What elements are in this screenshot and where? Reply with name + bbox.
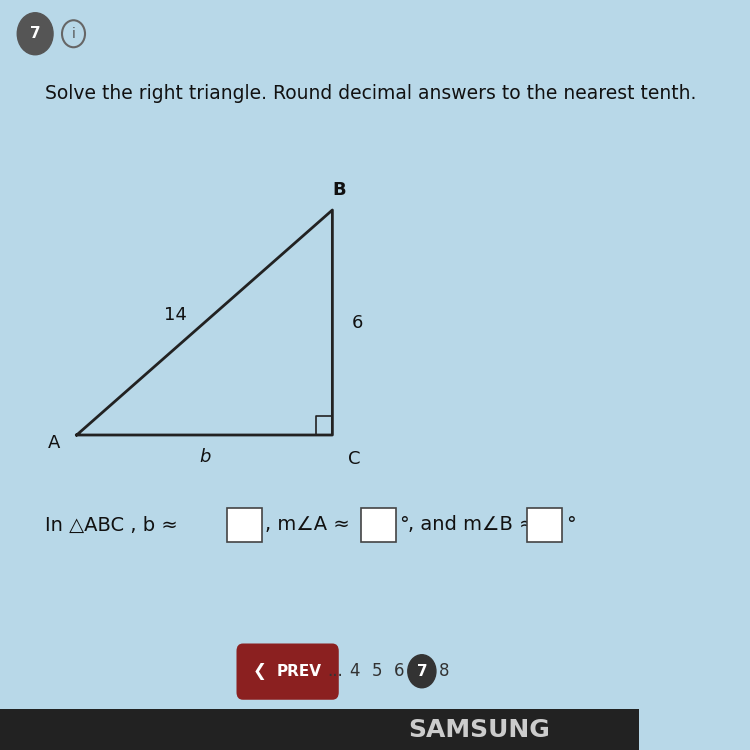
Text: 14: 14 [164,306,188,324]
Text: In △ABC , b ≈: In △ABC , b ≈ [45,515,184,535]
Text: 7: 7 [30,26,40,41]
Bar [0,709,639,750]
Text: 5: 5 [372,662,382,680]
Text: C: C [348,450,361,468]
Text: ❮: ❮ [253,662,266,680]
Text: i: i [71,27,76,40]
Text: 7: 7 [416,664,428,679]
FancyBboxPatch shape [527,508,562,542]
Circle shape [17,13,53,55]
Text: , and m∠B ≈: , and m∠B ≈ [408,515,542,535]
Text: 4: 4 [350,662,360,680]
Text: 6: 6 [352,314,363,332]
FancyBboxPatch shape [227,508,262,542]
Text: °: ° [566,515,575,535]
Text: SAMSUNG: SAMSUNG [409,718,550,742]
Text: ...: ... [328,662,344,680]
Circle shape [408,655,436,688]
Text: 8: 8 [439,662,449,680]
Text: 6: 6 [394,662,405,680]
FancyBboxPatch shape [236,644,339,700]
FancyBboxPatch shape [362,508,396,542]
Text: B: B [332,181,346,199]
Text: b: b [199,448,210,466]
Text: PREV: PREV [276,664,321,679]
Text: , m∠A ≈: , m∠A ≈ [266,515,356,535]
Text: Solve the right triangle. Round decimal answers to the nearest tenth.: Solve the right triangle. Round decimal … [45,84,696,104]
Text: °: ° [400,515,410,535]
Text: A: A [48,433,61,451]
